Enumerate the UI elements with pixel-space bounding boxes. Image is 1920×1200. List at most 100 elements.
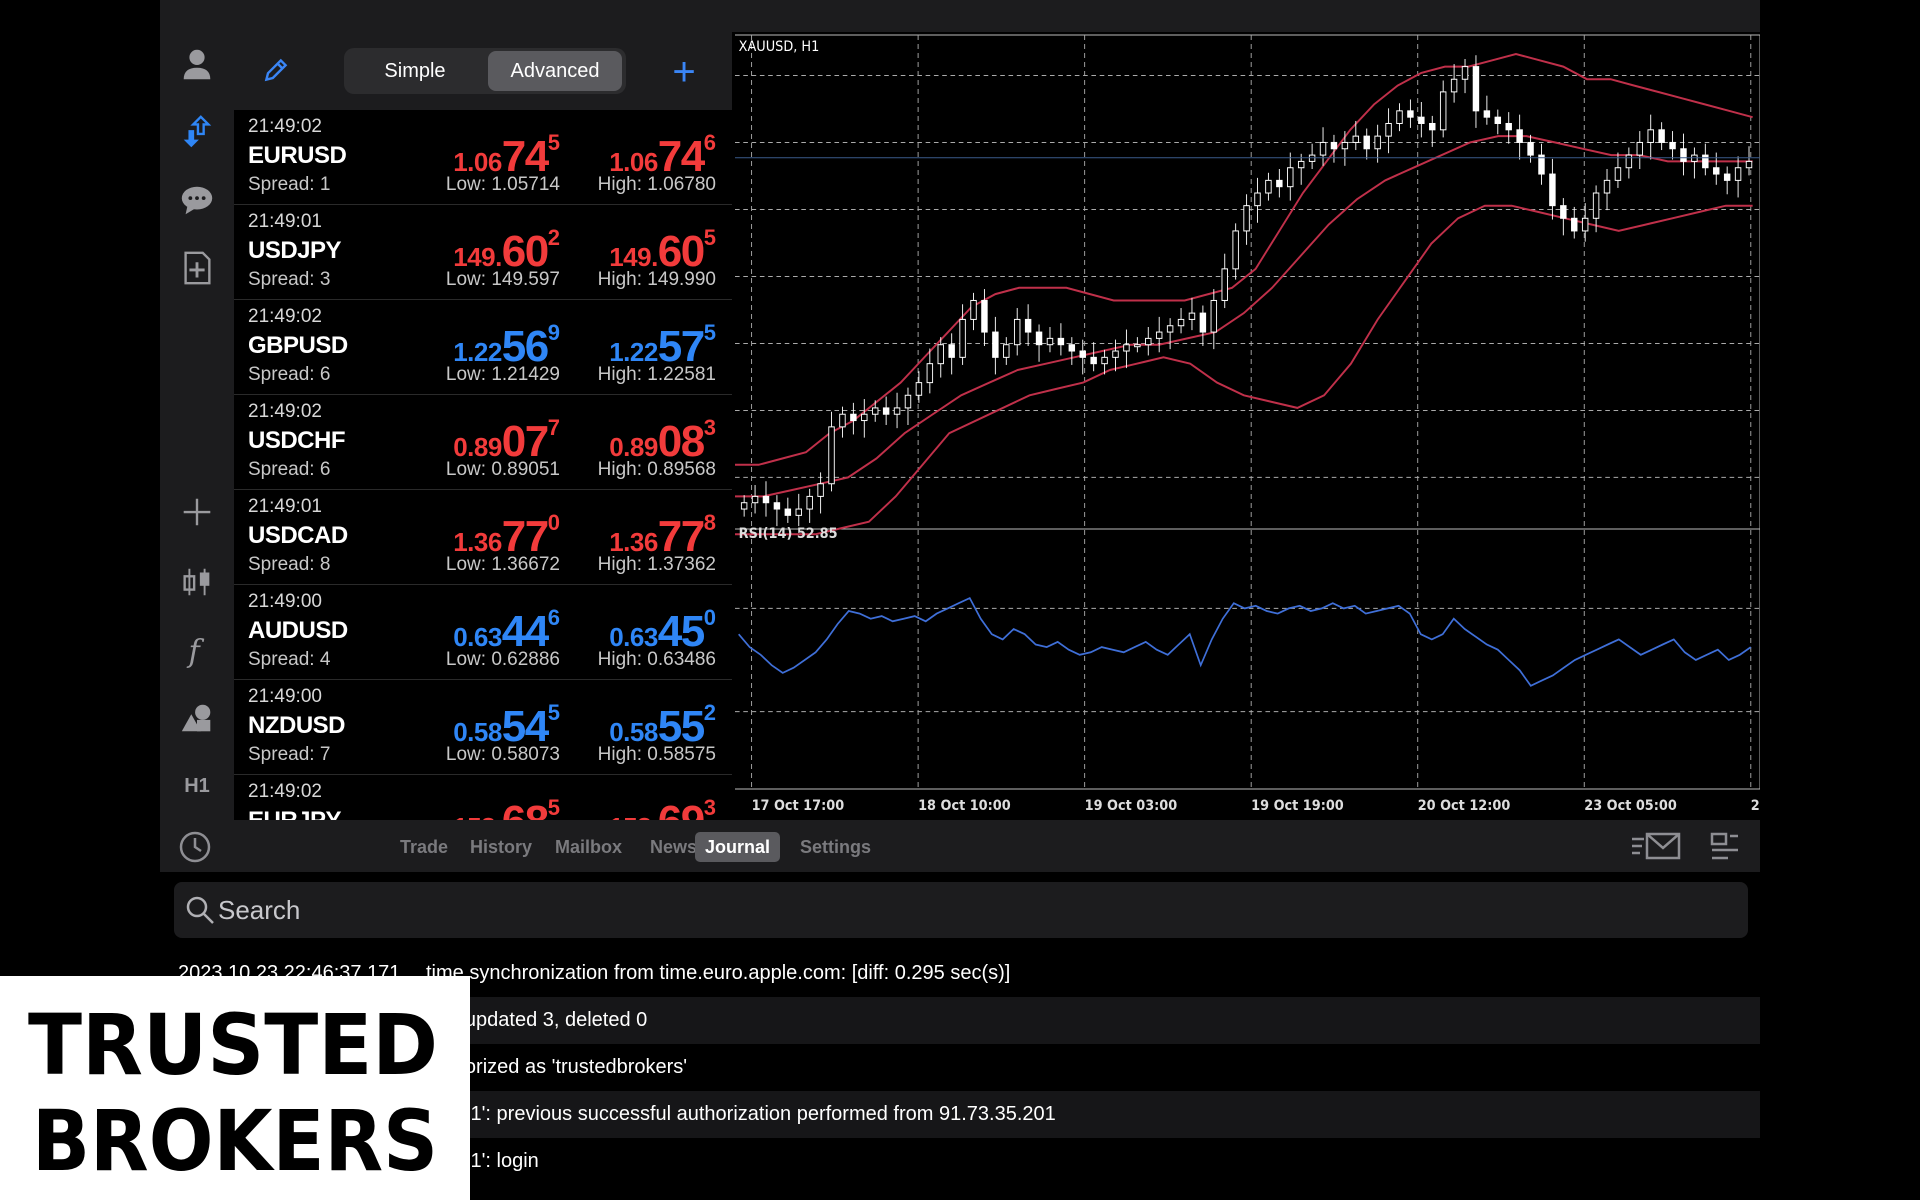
candle-body	[1680, 148, 1687, 162]
candle-body	[1745, 160, 1753, 169]
candle-body	[1581, 217, 1589, 232]
objects-icon[interactable]	[175, 696, 219, 740]
tab-trade[interactable]: Trade	[400, 836, 449, 857]
bid-price-prefix: 158.	[453, 812, 502, 820]
candle-body	[1691, 154, 1698, 162]
ask-price-fraction: 8	[703, 510, 716, 535]
tab-history[interactable]: History	[470, 836, 533, 857]
market-watch-header: Simple Advanced +	[234, 32, 732, 110]
clock-icon[interactable]	[178, 830, 212, 864]
candle-body	[1723, 173, 1731, 181]
candle-body	[992, 331, 999, 358]
symbol-row[interactable]: 21:49:02 USDCHF Spread: 6 0.89077 0.89083 Low…	[234, 395, 732, 490]
bid-price[interactable]: 1.22569	[453, 320, 560, 371]
spread-value: Spread: 6	[248, 459, 331, 480]
candle-body	[1734, 167, 1742, 181]
time-tick-label: 23 Oct 21:00	[1751, 799, 1760, 815]
ask-price[interactable]: 1.36778	[609, 510, 716, 561]
symbol-name: EURJPY	[248, 807, 342, 820]
search-input[interactable]	[218, 882, 1718, 938]
tab-settings[interactable]: Settings	[800, 836, 872, 857]
ask-price-fraction: 2	[703, 700, 716, 725]
ask-price[interactable]: 0.63450	[609, 605, 716, 656]
low-value: Low: 0.58073	[445, 744, 560, 765]
bid-price-pips: 44	[501, 607, 549, 656]
trading-app: f H1 Simple Advanced + 21:49:02 EURUSD Spr…	[160, 0, 1760, 872]
mail-icon[interactable]	[1630, 830, 1682, 864]
timeframe-icon[interactable]: H1	[175, 764, 219, 808]
ask-price[interactable]: 158.693	[609, 795, 716, 820]
account-icon[interactable]	[175, 42, 219, 86]
ask-price-prefix: 158.	[609, 812, 658, 820]
journal-message: ers: updated 3, deleted 0	[426, 1009, 648, 1031]
title-bar	[160, 0, 1760, 32]
bid-price-prefix: 0.58	[453, 717, 502, 747]
symbol-name: USDCAD	[248, 522, 348, 549]
chat-icon[interactable]	[175, 178, 219, 222]
bid-price-pips: 56	[501, 322, 549, 371]
candle-body	[1560, 205, 1567, 219]
ask-price[interactable]: 1.22575	[609, 320, 716, 371]
symbol-list: 21:49:02 EURUSD Spread: 1 1.06745 1.06746 Low…	[234, 110, 732, 820]
symbol-row[interactable]: 21:49:01 USDJPY Spread: 3 149.602 149.605 Low…	[234, 205, 732, 300]
add-symbol-icon[interactable]: +	[672, 49, 696, 94]
symbol-row[interactable]: 21:49:00 AUDUSD Spread: 4 0.63446 0.63450 Low…	[234, 585, 732, 680]
bid-price[interactable]: 158.685	[453, 795, 560, 820]
indicators-icon[interactable]: f	[175, 628, 219, 672]
bid-price[interactable]: 1.06745	[453, 130, 560, 181]
ask-price-prefix: 1.06	[609, 147, 658, 177]
candle-body	[1505, 122, 1512, 131]
bid-price[interactable]: 1.36770	[453, 510, 560, 561]
new-order-icon[interactable]	[175, 246, 219, 290]
tab-journal[interactable]: Journal	[695, 832, 781, 862]
bid-price-pips: 77	[501, 512, 549, 561]
symbol-name: GBPUSD	[248, 332, 348, 359]
mode-segmented-control: Simple Advanced	[344, 48, 626, 94]
high-value: High: 1.37362	[597, 554, 716, 575]
candle-body	[948, 344, 955, 358]
bid-price-fraction: 2	[547, 225, 560, 250]
chart-area[interactable]: 1990.601980.001969.401958.801948.201937.…	[735, 32, 1760, 820]
ask-price[interactable]: 0.58552	[609, 700, 716, 751]
chart-type-icon[interactable]	[175, 560, 219, 604]
symbol-name: USDJPY	[248, 237, 342, 264]
candle-body	[1603, 179, 1611, 194]
high-value: High: 1.06780	[597, 174, 716, 195]
symbol-row[interactable]: 21:49:01 USDCAD Spread: 8 1.36770 1.36778 Low…	[234, 490, 732, 585]
bollinger-lower-line	[735, 204, 1753, 536]
time-tick-label: 23 Oct 05:00	[1584, 799, 1677, 815]
journal-row[interactable]: authorized as 'trustedbrokers'	[160, 1044, 1760, 1091]
journal-message: 53341': previous successful authorizatio…	[426, 1103, 1056, 1125]
candle-body	[1013, 318, 1021, 346]
ask-price-pips: 55	[657, 702, 705, 751]
bid-price[interactable]: 0.63446	[453, 605, 560, 656]
symbol-row[interactable]: 21:49:02 GBPUSD Spread: 6 1.22569 1.22575 Low…	[234, 300, 732, 395]
candle-body	[1308, 154, 1316, 162]
ask-price-prefix: 1.36	[609, 527, 658, 557]
ask-price[interactable]: 149.605	[609, 225, 716, 276]
symbol-name: USDCHF	[248, 427, 346, 454]
quote-time: 21:49:02	[248, 401, 322, 422]
ask-price-pips: 77	[657, 512, 705, 561]
edit-pencil-icon[interactable]	[256, 50, 296, 90]
candle-body	[1003, 344, 1010, 358]
mode-advanced-button[interactable]: Advanced	[488, 51, 622, 91]
symbol-row[interactable]: 21:49:02 EURUSD Spread: 1 1.06745 1.06746 Low…	[234, 110, 732, 205]
time-tick-label: 18 Oct 10:00	[918, 799, 1011, 815]
ask-price[interactable]: 0.89083	[609, 415, 716, 466]
crosshair-icon[interactable]	[175, 490, 219, 534]
bid-price[interactable]: 149.602	[453, 225, 560, 276]
mode-simple-button[interactable]: Simple	[384, 59, 446, 82]
candle-body	[1265, 179, 1272, 194]
symbol-row[interactable]: 21:49:02EURJPY158.685158.693	[234, 775, 732, 820]
bid-price[interactable]: 0.58545	[453, 700, 560, 751]
tab-mailbox[interactable]: Mailbox	[555, 836, 623, 857]
candle-body	[751, 495, 759, 504]
window-layout-icon[interactable]	[1708, 830, 1742, 864]
price-chart[interactable]: 1990.601980.001969.401958.801948.201937.…	[735, 32, 1760, 820]
ask-price[interactable]: 1.06746	[609, 130, 716, 181]
tab-news[interactable]: News	[650, 836, 698, 857]
symbol-row[interactable]: 21:49:00 NZDUSD Spread: 7 0.58545 0.58552 Low…	[234, 680, 732, 775]
quotes-icon[interactable]	[175, 110, 219, 154]
bid-price[interactable]: 0.89077	[453, 415, 560, 466]
